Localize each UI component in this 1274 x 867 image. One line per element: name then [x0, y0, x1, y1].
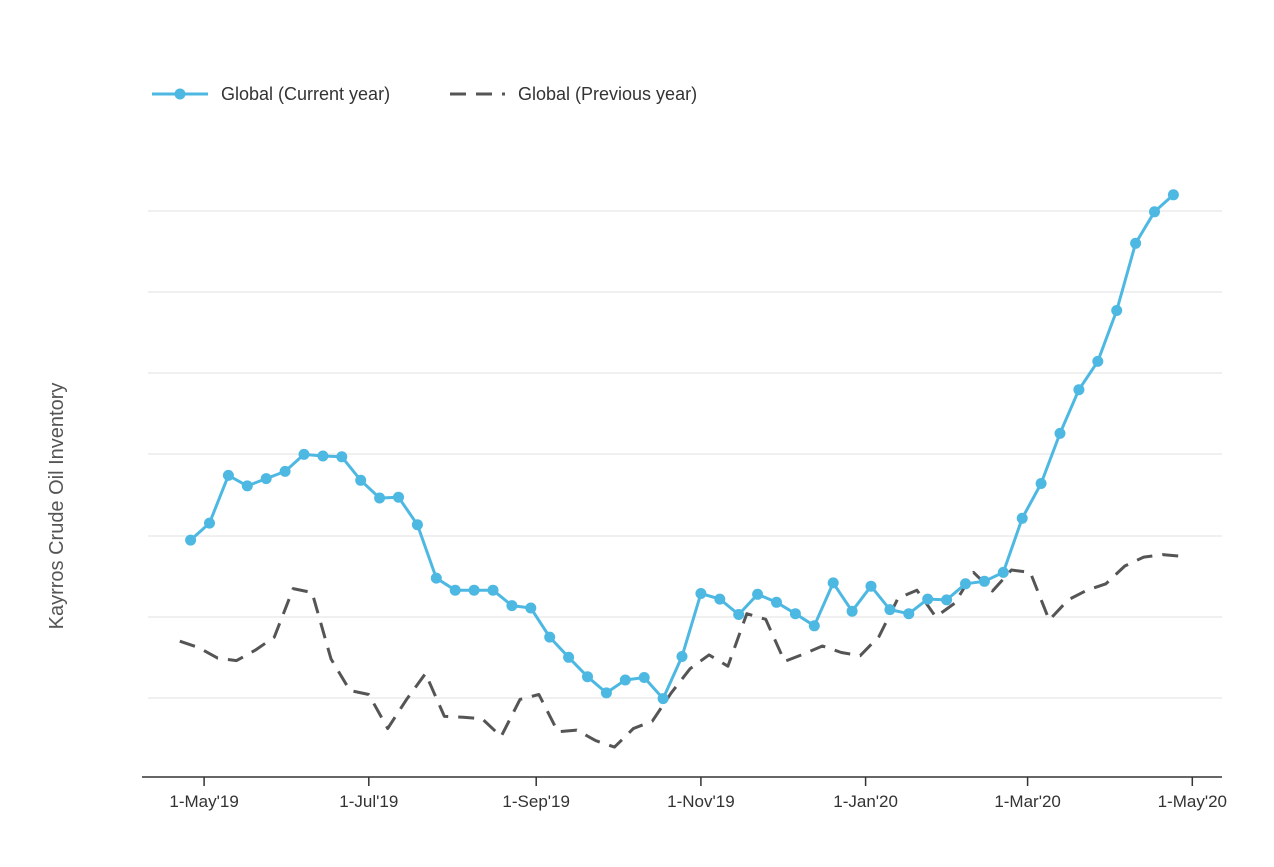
data-point[interactable] — [771, 596, 782, 608]
legend-label-previous-year: Global (Previous year) — [518, 84, 697, 104]
data-point[interactable] — [355, 474, 367, 486]
data-point[interactable] — [657, 693, 669, 705]
data-point[interactable] — [1111, 305, 1123, 316]
data-point[interactable] — [204, 517, 215, 529]
data-point[interactable] — [695, 588, 707, 599]
data-point[interactable] — [317, 450, 329, 462]
data-point[interactable] — [298, 448, 310, 460]
data-point[interactable] — [600, 687, 612, 699]
data-point[interactable] — [544, 631, 556, 643]
legend-item-current-year[interactable]: Global (Current year) — [152, 84, 390, 104]
data-point[interactable] — [336, 451, 348, 463]
series-line-current-year — [189, 193, 1175, 701]
data-point[interactable] — [260, 473, 272, 485]
data-point[interactable] — [279, 465, 291, 477]
data-point[interactable] — [676, 651, 688, 662]
x-tick-label: 1-Mar'20 — [994, 792, 1061, 811]
data-point[interactable] — [619, 674, 631, 686]
data-point[interactable] — [846, 605, 858, 617]
data-point[interactable] — [393, 491, 404, 503]
legend: Global (Current year) Global (Previous y… — [152, 84, 697, 104]
data-point[interactable] — [430, 572, 442, 584]
data-point[interactable] — [449, 584, 461, 596]
data-point[interactable] — [752, 588, 764, 600]
data-point[interactable] — [865, 580, 877, 592]
x-tick-label: 1-May'20 — [1158, 792, 1227, 811]
y-axis-title: Kayrros Crude Oil Inventory — [46, 383, 68, 630]
data-point[interactable] — [978, 575, 990, 587]
data-point[interactable] — [582, 671, 593, 683]
legend-item-previous-year[interactable]: Global (Previous year) — [450, 84, 697, 104]
data-point[interactable] — [374, 492, 386, 504]
data-point[interactable] — [1092, 355, 1104, 367]
data-point[interactable] — [997, 566, 1009, 578]
x-tick-label: 1-Nov'19 — [667, 792, 735, 811]
data-point[interactable] — [903, 608, 915, 620]
data-point[interactable] — [1073, 384, 1085, 396]
series-line-previous-year — [179, 553, 1182, 749]
data-point[interactable] — [827, 577, 839, 589]
x-tick-label: 1-Jan'20 — [833, 792, 898, 811]
series-current-year — [185, 189, 1179, 705]
x-axis: 1-May'19 1-Jul'19 1-Sep'19 1-Nov'19 1-Jan'20… — [142, 776, 1227, 811]
data-point[interactable] — [941, 594, 953, 606]
data-point[interactable] — [1054, 427, 1066, 439]
x-tick-label: 1-Sep'19 — [502, 792, 570, 811]
data-point[interactable] — [1130, 237, 1142, 249]
data-point[interactable] — [808, 620, 820, 632]
data-point[interactable] — [487, 584, 499, 596]
gridlines — [148, 210, 1222, 699]
data-point[interactable] — [563, 651, 575, 663]
data-point[interactable] — [1167, 189, 1179, 201]
data-point[interactable] — [960, 578, 971, 590]
legend-marker-current-year — [174, 88, 186, 100]
data-point[interactable] — [411, 519, 423, 531]
data-point[interactable] — [468, 584, 480, 596]
data-point[interactable] — [1035, 478, 1047, 489]
data-point[interactable] — [638, 672, 650, 683]
legend-label-current-year: Global (Current year) — [221, 84, 390, 104]
data-point[interactable] — [241, 480, 253, 492]
data-point[interactable] — [525, 602, 537, 614]
data-point[interactable] — [884, 604, 896, 616]
series-layer — [179, 189, 1182, 749]
x-tick-label: 1-Jul'19 — [339, 792, 398, 811]
data-point[interactable] — [1149, 206, 1160, 218]
data-point[interactable] — [789, 608, 801, 620]
data-point[interactable] — [506, 600, 518, 612]
data-point[interactable] — [1016, 512, 1028, 524]
series-previous-year — [179, 553, 1182, 749]
x-tick-label: 1-May'19 — [169, 792, 238, 811]
data-point[interactable] — [185, 534, 197, 546]
data-point[interactable] — [222, 469, 234, 481]
data-point[interactable] — [733, 609, 745, 620]
data-point[interactable] — [714, 593, 726, 605]
data-point[interactable] — [922, 593, 934, 605]
